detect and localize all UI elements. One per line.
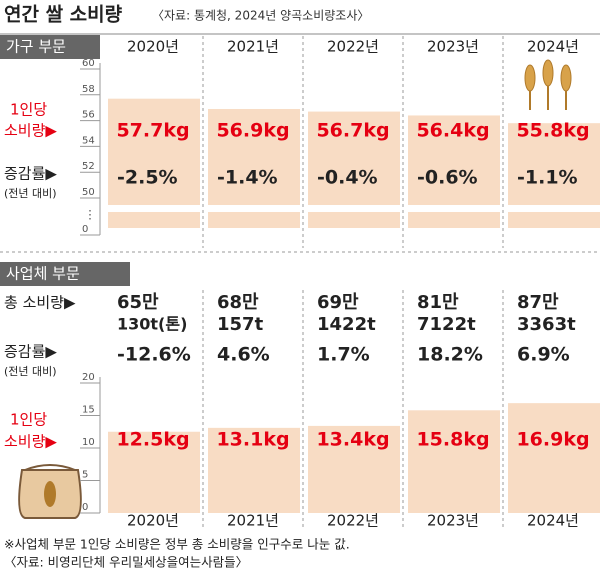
year-label: 2021년 <box>227 38 279 56</box>
year-label: 2023년 <box>427 512 479 530</box>
value-title: 1인당 <box>10 101 47 119</box>
y-tick-label: 58 <box>82 84 95 95</box>
y-tick-label: 0 <box>82 224 88 235</box>
year-label: 2021년 <box>227 512 279 530</box>
value-label: 13.1kg <box>216 429 289 451</box>
section-header: 사업체 부문 <box>6 265 80 283</box>
year-label: 2022년 <box>327 38 379 56</box>
total-label: 69만 <box>317 292 359 313</box>
value-title: 1인당 <box>10 411 47 429</box>
year-label: 2022년 <box>327 512 379 530</box>
total-label: 157t <box>217 314 264 335</box>
total-label: 130t(톤) <box>117 315 187 334</box>
total-label: 3363t <box>517 314 576 335</box>
bar <box>308 425 400 513</box>
change-label: 18.2% <box>417 344 483 366</box>
value-label: 12.5kg <box>116 429 189 451</box>
value-label: 16.9kg <box>516 429 589 451</box>
section-header-bg <box>0 262 130 286</box>
total-label: 7122t <box>417 314 476 335</box>
y-tick-label: 0 <box>82 502 88 513</box>
section-header: 가구 부문 <box>6 38 66 56</box>
y-tick-label: 5 <box>82 470 88 481</box>
value-label: 57.7kg <box>116 120 189 142</box>
y-tick-label: 15 <box>82 405 95 416</box>
section-header-bg <box>0 35 100 59</box>
y-tick-label: 50 <box>82 187 95 198</box>
change-label: -1.4% <box>217 167 278 189</box>
bar <box>408 410 500 513</box>
total-label: 68만 <box>217 292 259 313</box>
total-label: 1422t <box>317 314 376 335</box>
total-label: 81만 <box>417 292 459 313</box>
break-gap <box>408 205 500 212</box>
title: 연간 쌀 소비량 <box>4 4 123 26</box>
break-gap <box>208 205 300 212</box>
wheat-icon <box>524 59 572 110</box>
change-label: -0.4% <box>317 167 378 189</box>
total-label: 87만 <box>517 292 559 313</box>
value-label: 55.8kg <box>516 120 589 142</box>
change-title: 증감률▶ <box>4 165 57 183</box>
note: 〈자료: 비영리단체 우리밀세상을여는사람들〉 <box>4 555 248 570</box>
y-tick-label: 52 <box>82 161 95 172</box>
total-title: 총 소비량▶ <box>4 294 76 312</box>
value-label: 56.9kg <box>216 120 289 142</box>
change-label: -12.6% <box>117 344 191 366</box>
value-label: 56.7kg <box>316 120 389 142</box>
value-title: 소비량▶ <box>4 122 57 140</box>
y-tick-label: 20 <box>82 372 95 383</box>
year-label: 2024년 <box>527 38 579 56</box>
rice-sack-icon <box>18 464 82 519</box>
change-label: 1.7% <box>317 344 370 366</box>
bar <box>208 427 300 513</box>
value-label: 56.4kg <box>416 120 489 142</box>
year-label: 2020년 <box>127 512 179 530</box>
break-gap <box>108 205 200 212</box>
y-tick-label: 60 <box>82 58 95 69</box>
note: ※사업체 부문 1인당 소비량은 정부 총 소비량을 인구수로 나눈 값. <box>4 537 350 552</box>
bar <box>108 431 200 513</box>
change-label: -0.6% <box>417 167 478 189</box>
break-gap <box>508 205 600 212</box>
change-label: -2.5% <box>117 167 178 189</box>
break-gap <box>308 205 400 212</box>
value-title: 소비량▶ <box>4 433 57 451</box>
change-label: 6.9% <box>517 344 570 366</box>
bar <box>508 403 600 513</box>
change-note: (전년 대비) <box>4 187 57 200</box>
subtitle: 〈자료: 통계청, 2024년 양곡소비량조사〉 <box>152 9 369 23</box>
year-label: 2024년 <box>527 512 579 530</box>
y-tick-label: 54 <box>82 135 95 146</box>
y-tick-label: 56 <box>82 110 95 121</box>
value-label: 13.4kg <box>316 429 389 451</box>
change-label: -1.1% <box>517 167 578 189</box>
year-label: 2023년 <box>427 38 479 56</box>
change-label: 4.6% <box>217 344 270 366</box>
change-note: (전년 대비) <box>4 365 57 378</box>
value-label: 15.8kg <box>416 429 489 451</box>
y-tick-label: 10 <box>82 437 95 448</box>
year-label: 2020년 <box>127 38 179 56</box>
axis-break: ⋮ <box>84 208 96 222</box>
change-title: 증감률▶ <box>4 343 57 361</box>
total-label: 65만 <box>117 292 159 313</box>
